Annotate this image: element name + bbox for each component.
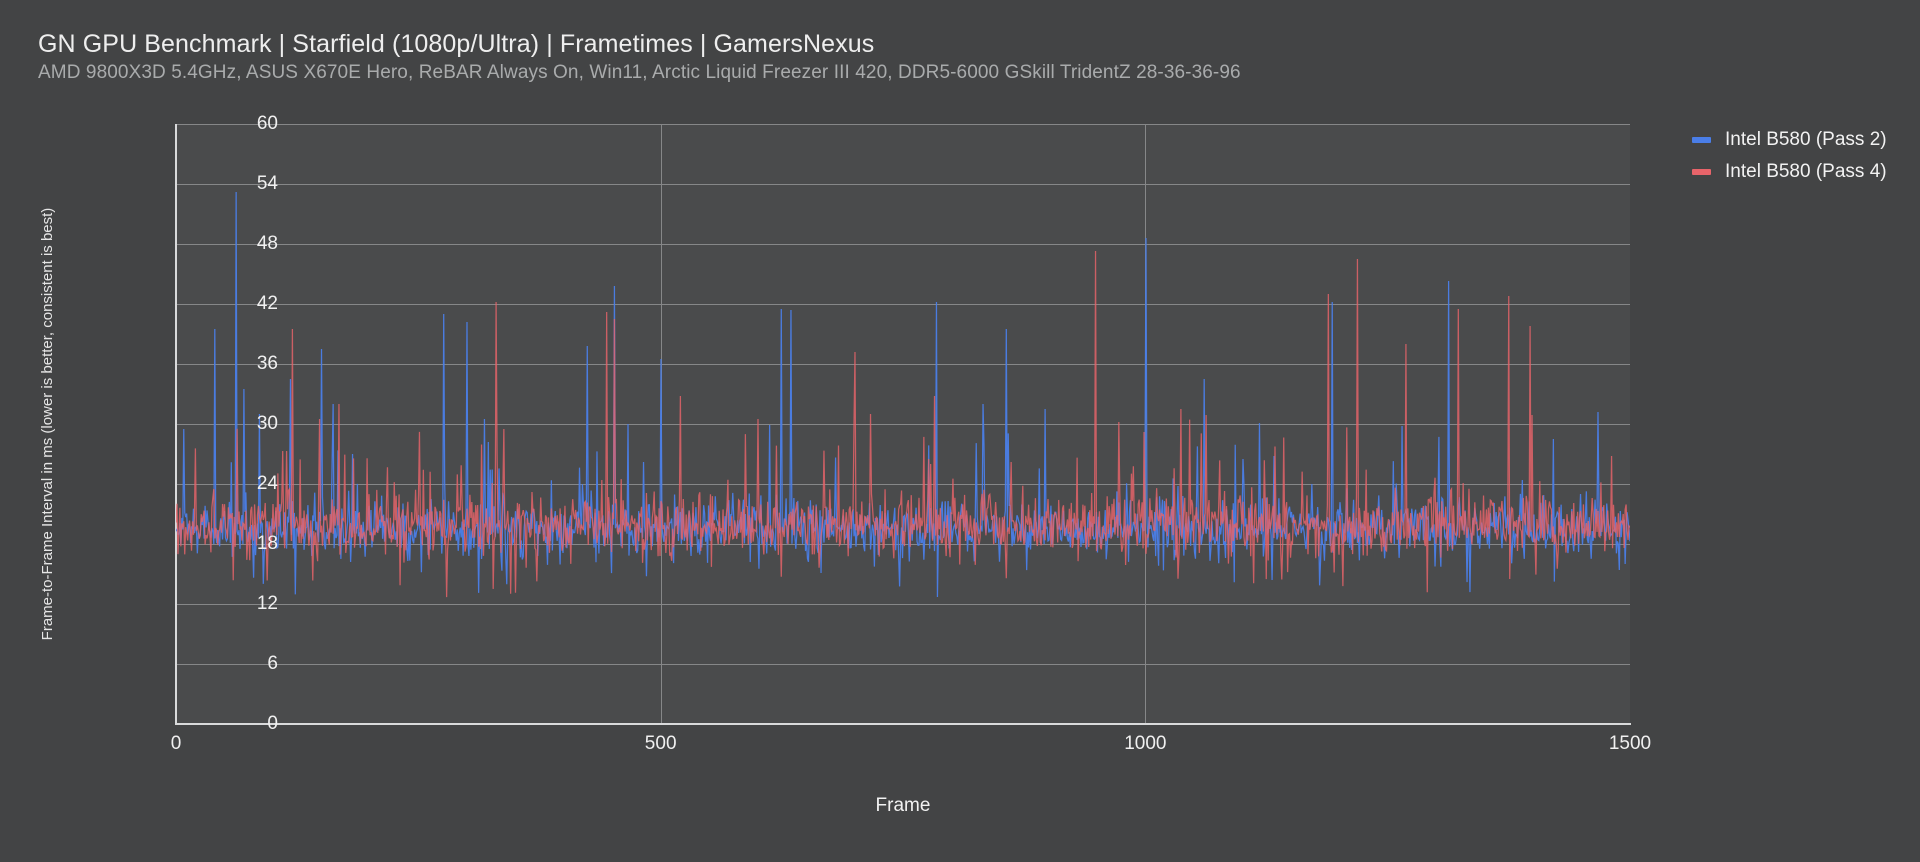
y-tick-label: 36 (256, 353, 278, 374)
x-tick-label: 1000 (1124, 733, 1167, 754)
chart-subtitle: AMD 9800X3D 5.4GHz, ASUS X670E Hero, ReB… (38, 62, 1241, 83)
gridline-horizontal (176, 244, 1630, 245)
x-tick-label: 1500 (1608, 733, 1652, 754)
series-line (176, 251, 1630, 597)
y-tick-label: 18 (256, 533, 278, 554)
y-tick-label: 30 (256, 413, 278, 434)
gridline-horizontal (176, 304, 1630, 305)
legend: Intel B580 (Pass 2) Intel B580 (Pass 4) (1692, 124, 1887, 188)
x-axis-line (175, 723, 1631, 725)
gridline-horizontal (176, 184, 1630, 185)
gridline-horizontal (176, 364, 1630, 365)
legend-item-label: Intel B580 (Pass 4) (1725, 161, 1887, 182)
page-title: GN GPU Benchmark | Starfield (1080p/Ultr… (38, 30, 875, 58)
legend-item-label: Intel B580 (Pass 2) (1725, 129, 1887, 150)
gridline-horizontal (176, 604, 1630, 605)
gridline-horizontal (176, 484, 1630, 485)
plot-frame (175, 124, 1631, 725)
y-axis-line (175, 124, 177, 724)
y-axis-label: Frame-to-Frame Interval in ms (lower is … (39, 207, 56, 641)
legend-color-swatch (1692, 137, 1711, 143)
legend-item[interactable]: Intel B580 (Pass 2) (1692, 124, 1887, 156)
legend-color-swatch (1692, 169, 1711, 175)
y-tick-label: 42 (256, 293, 278, 314)
series-canvas (176, 124, 1630, 724)
x-axis-label: Frame (875, 795, 931, 816)
y-tick-label: 12 (256, 593, 278, 614)
gridline-horizontal (176, 124, 1630, 125)
legend-item[interactable]: Intel B580 (Pass 4) (1692, 156, 1887, 188)
y-tick-label: 6 (267, 653, 278, 674)
y-tick-label: 0 (267, 713, 278, 734)
x-tick-label: 0 (170, 733, 182, 754)
y-tick-label: 24 (256, 473, 278, 494)
y-tick-label: 54 (256, 173, 278, 194)
y-tick-label: 48 (256, 233, 278, 254)
gridline-horizontal (176, 664, 1630, 665)
y-tick-label: 60 (256, 113, 278, 134)
gridline-horizontal (176, 424, 1630, 425)
x-tick-label: 500 (644, 733, 677, 754)
